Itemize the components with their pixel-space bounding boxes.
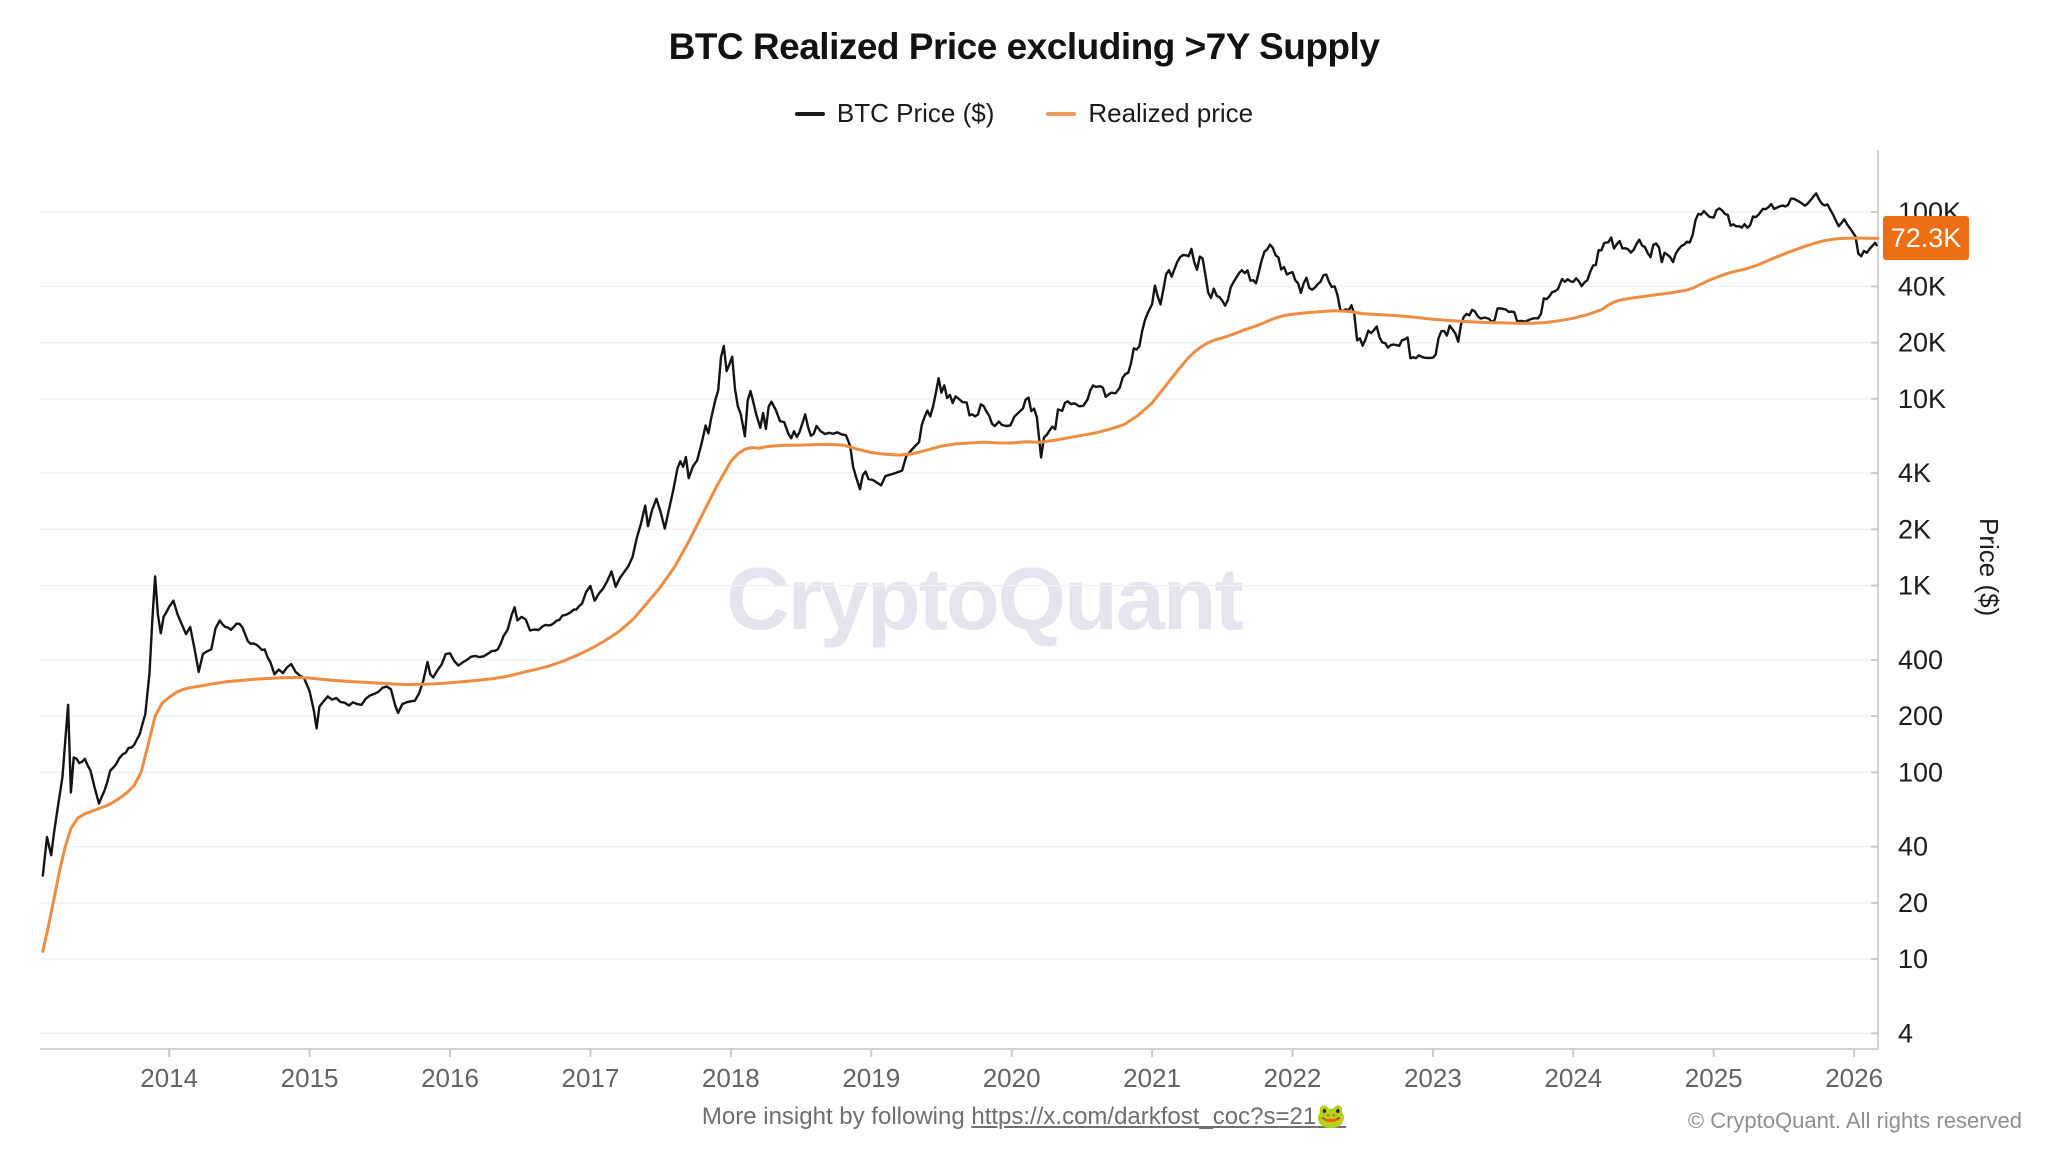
x-tick-label: 2015 xyxy=(281,1063,339,1093)
y-tick-label: 20K xyxy=(1898,328,1946,358)
legend-label-btc-price: BTC Price ($) xyxy=(836,98,995,128)
y-tick-label: 10K xyxy=(1898,384,1946,414)
x-tick-label: 2021 xyxy=(1123,1063,1181,1093)
x-tick-label: 2022 xyxy=(1264,1063,1322,1093)
footer-link[interactable]: https://x.com/darkfost_coc?s=21🐸 xyxy=(971,1103,1346,1130)
y-tick-label: 20 xyxy=(1898,888,1928,918)
legend-item-btc-price: BTC Price ($) xyxy=(794,98,995,129)
x-tick-label: 2020 xyxy=(983,1063,1041,1093)
frog-emoji-icon: 🐸 xyxy=(1316,1103,1347,1130)
y-axis-title: Price ($) xyxy=(1974,518,2004,617)
legend-label-realized-price: Realized price xyxy=(1088,98,1254,128)
x-tick-label: 2024 xyxy=(1544,1063,1602,1093)
x-tick-label: 2017 xyxy=(561,1063,619,1093)
footer-note-prefix: More insight by following xyxy=(701,1103,972,1130)
y-tick-label: 1K xyxy=(1898,571,1931,601)
y-tick-label: 4K xyxy=(1898,458,1931,488)
y-tick-label: 10 xyxy=(1898,944,1928,974)
y-tick-label: 40 xyxy=(1898,832,1928,862)
x-tick-label: 2019 xyxy=(842,1063,900,1093)
btc-price-line xyxy=(41,192,1878,877)
x-tick-label: 2025 xyxy=(1685,1063,1743,1093)
realized-price-line xyxy=(41,236,1880,953)
footer-note: More insight by following https://x.com/… xyxy=(0,1102,2048,1131)
realized-price-value-badge: 72.3K xyxy=(1883,216,1969,260)
y-tick-label: 40K xyxy=(1898,271,1946,301)
y-tick-label: 400 xyxy=(1898,645,1943,675)
x-tick-label: 2016 xyxy=(421,1063,479,1093)
footer-link-text: https://x.com/darkfost_coc?s=21 xyxy=(971,1103,1317,1130)
x-tick-label: 2014 xyxy=(140,1063,198,1093)
realized-price-line-swatch-icon xyxy=(1046,111,1077,116)
y-tick-label: 4 xyxy=(1898,1018,1913,1048)
y-tick-label: 100 xyxy=(1898,757,1943,787)
btc-price-line-swatch-icon xyxy=(794,111,825,116)
cryptoquant-watermark: CryptoQuant xyxy=(726,549,1244,648)
x-tick-label: 2026 xyxy=(1825,1063,1883,1093)
x-tick-label: 2018 xyxy=(702,1063,760,1093)
x-tick-label: 2023 xyxy=(1404,1063,1462,1093)
page-title: BTC Realized Price excluding >7Y Supply xyxy=(668,26,1380,67)
copyright-notice: © CryptoQuant. All rights reserved xyxy=(1687,1108,2022,1133)
y-tick-label: 200 xyxy=(1898,701,1943,731)
y-tick-label: 2K xyxy=(1898,514,1931,544)
legend-item-realized-price: Realized price xyxy=(1046,98,1253,129)
legend: BTC Price ($) Realized price xyxy=(0,98,2048,129)
